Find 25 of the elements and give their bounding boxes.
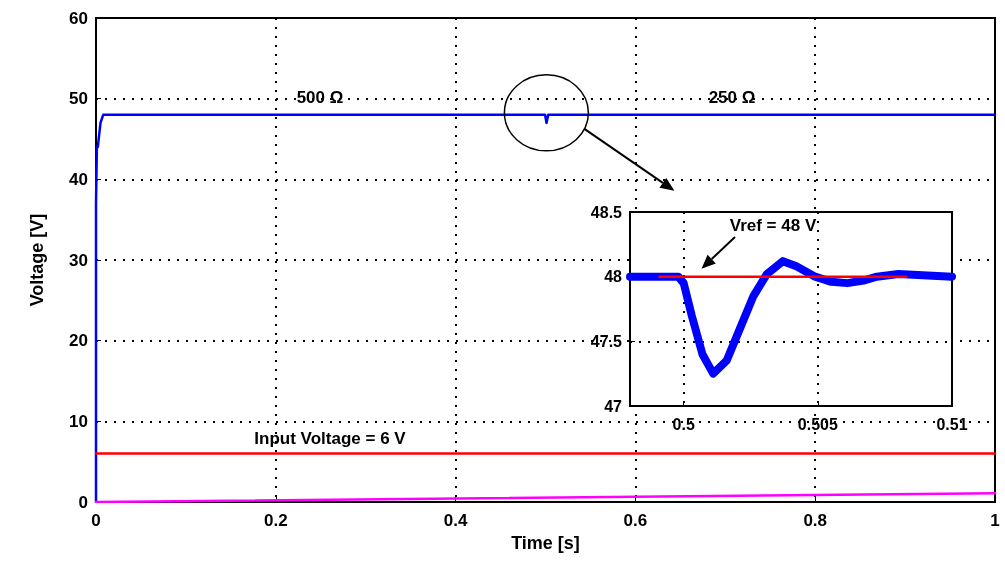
y-tick-label: 40 xyxy=(69,169,88,189)
x-tick-label: 0 xyxy=(91,511,101,530)
x-tick-label: 0.6 xyxy=(623,511,648,530)
y-tick-label: 47.5 xyxy=(590,332,623,350)
y-tick-label: 30 xyxy=(69,250,88,270)
x-tick-label: 0.4 xyxy=(443,511,468,530)
x-tick-label: 0.8 xyxy=(803,511,828,530)
x-tick-label: 1 xyxy=(990,511,1000,530)
x-axis-title: Time [s] xyxy=(511,533,580,553)
y-tick-label: 0 xyxy=(78,492,88,512)
line-series xyxy=(94,113,997,504)
y-axis-title: Voltage [V] xyxy=(27,213,47,307)
y-tick-label: 48.5 xyxy=(590,203,623,221)
y-tick-label: 20 xyxy=(69,331,88,351)
y-tick-label: 47 xyxy=(604,397,623,415)
y-tick-label: 10 xyxy=(69,411,88,431)
x-tick-label: 0.51 xyxy=(936,415,968,433)
annotation: Input Voltage = 6 V xyxy=(254,428,407,448)
x-tick-label: 0.505 xyxy=(797,415,838,433)
y-tick-label: 50 xyxy=(69,89,88,109)
annotation: Vref = 48 V xyxy=(729,215,817,235)
y-tick-label: 60 xyxy=(69,8,88,28)
x-tick-label: 0.2 xyxy=(263,511,288,530)
x-tick-label: 0.5 xyxy=(672,415,695,433)
y-tick-label: 48 xyxy=(604,268,623,286)
